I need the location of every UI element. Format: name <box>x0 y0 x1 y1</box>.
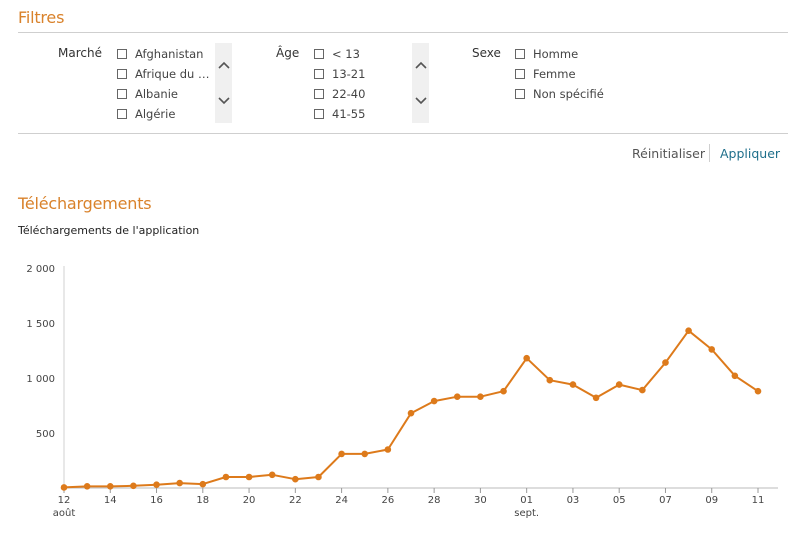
x-tick-label: 01 <box>520 495 533 506</box>
filters-top-divider <box>18 32 788 33</box>
age-filter-label: Âge <box>276 46 300 60</box>
data-point <box>361 450 369 458</box>
checkbox-unchecked-icon[interactable] <box>515 69 525 79</box>
x-tick-label: 05 <box>613 495 626 506</box>
data-point <box>430 397 438 405</box>
data-point <box>708 346 716 353</box>
data-point <box>546 376 554 384</box>
market-option-south-africa[interactable]: Afrique du S... <box>117 64 211 84</box>
chevron-up-icon[interactable] <box>412 55 429 75</box>
data-point <box>315 473 322 481</box>
checkbox-unchecked-icon[interactable] <box>314 89 324 99</box>
data-point <box>662 359 669 366</box>
x-tick-label: 07 <box>659 495 672 506</box>
reset-button[interactable]: Réinitialiser <box>632 146 706 161</box>
x-tick-label: 11 <box>752 495 765 506</box>
checkbox-unchecked-icon[interactable] <box>117 89 127 99</box>
checkbox-unchecked-icon[interactable] <box>515 89 525 99</box>
checkbox-unchecked-icon[interactable] <box>117 69 127 79</box>
data-point <box>384 446 392 453</box>
downloads-title: Téléchargements <box>18 194 152 213</box>
data-point <box>199 480 207 488</box>
x-tick-label: 22 <box>289 495 302 506</box>
apply-button[interactable]: Appliquer <box>720 146 781 161</box>
sex-option-male[interactable]: Homme <box>515 44 625 64</box>
checkbox-unchecked-icon[interactable] <box>117 109 127 119</box>
market-filter-label: Marché <box>58 46 102 60</box>
checkbox-unchecked-icon[interactable] <box>314 109 324 119</box>
market-option-albania[interactable]: Albanie <box>117 84 211 104</box>
market-option-afghanistan[interactable]: Afghanistan <box>117 44 211 64</box>
y-tick-label: 1 500 <box>26 319 55 330</box>
data-point <box>407 409 415 417</box>
chevron-down-icon[interactable] <box>215 91 232 111</box>
age-option-22-40[interactable]: 22-40 <box>314 84 404 104</box>
checkbox-unchecked-icon[interactable] <box>314 49 324 59</box>
age-option-13-21[interactable]: 13-21 <box>314 64 404 84</box>
y-tick-label: 2 000 <box>26 264 55 275</box>
data-point <box>754 387 762 395</box>
chart-title: Téléchargements de l'application <box>18 224 200 237</box>
x-tick-label: 14 <box>104 495 117 506</box>
data-point <box>500 387 507 395</box>
filters-title: Filtres <box>18 8 65 27</box>
data-point <box>615 381 623 388</box>
x-tick-label: 28 <box>428 495 441 506</box>
x-tick-label: 03 <box>567 495 580 506</box>
data-point <box>338 450 345 458</box>
data-point <box>245 473 253 481</box>
checkbox-unchecked-icon[interactable] <box>515 49 525 59</box>
data-point <box>639 386 646 394</box>
market-option-algeria[interactable]: Algérie <box>117 104 211 124</box>
x-tick-label: 09 <box>705 495 718 506</box>
data-point <box>176 479 183 487</box>
x-tick-label: 18 <box>196 495 209 506</box>
checkbox-unchecked-icon[interactable] <box>314 69 324 79</box>
market-option-list: Afghanistan Afrique du S... Albanie Algé… <box>117 44 211 124</box>
x-tick-label: 24 <box>335 495 348 506</box>
data-point <box>592 394 600 402</box>
chevron-down-icon[interactable] <box>412 91 429 111</box>
age-option-list: < 13 13-21 22-40 41-55 <box>314 44 404 124</box>
data-point <box>731 372 739 380</box>
data-point <box>685 327 692 335</box>
sex-option-unspecified[interactable]: Non spécifié <box>515 84 625 104</box>
x-tick-label: 26 <box>381 495 394 506</box>
x-tick-label: 30 <box>474 495 487 506</box>
x-tick-label: 12 <box>58 495 71 506</box>
chevron-up-icon[interactable] <box>215 55 232 75</box>
data-point <box>453 393 461 401</box>
data-point <box>523 354 530 362</box>
data-point <box>292 475 299 483</box>
x-tick-sublabel: sept. <box>514 508 539 519</box>
age-option-41-55[interactable]: 41-55 <box>314 104 404 124</box>
market-scrollbar[interactable] <box>215 43 232 123</box>
data-point <box>83 483 91 490</box>
data-point <box>153 481 160 489</box>
data-point <box>477 393 484 401</box>
data-point <box>130 482 137 490</box>
x-tick-label: 16 <box>150 495 163 506</box>
data-point <box>569 381 577 388</box>
sex-filter-label: Sexe <box>472 46 501 60</box>
filters-bottom-divider <box>18 133 788 134</box>
data-point <box>268 471 276 479</box>
series-line <box>63 329 759 489</box>
y-tick-label: 1 000 <box>26 374 55 385</box>
x-tick-sublabel: août <box>53 507 76 519</box>
actions-divider <box>709 144 710 162</box>
age-scrollbar[interactable] <box>412 43 429 123</box>
sex-option-female[interactable]: Femme <box>515 64 625 84</box>
data-point <box>222 473 230 481</box>
data-point <box>106 483 114 490</box>
age-option-under-13[interactable]: < 13 <box>314 44 404 64</box>
data-point <box>60 484 68 491</box>
sex-option-list: Homme Femme Non spécifié <box>515 44 625 104</box>
y-tick-label: 500 <box>36 429 55 440</box>
checkbox-unchecked-icon[interactable] <box>117 49 127 59</box>
x-tick-label: 20 <box>243 495 256 506</box>
